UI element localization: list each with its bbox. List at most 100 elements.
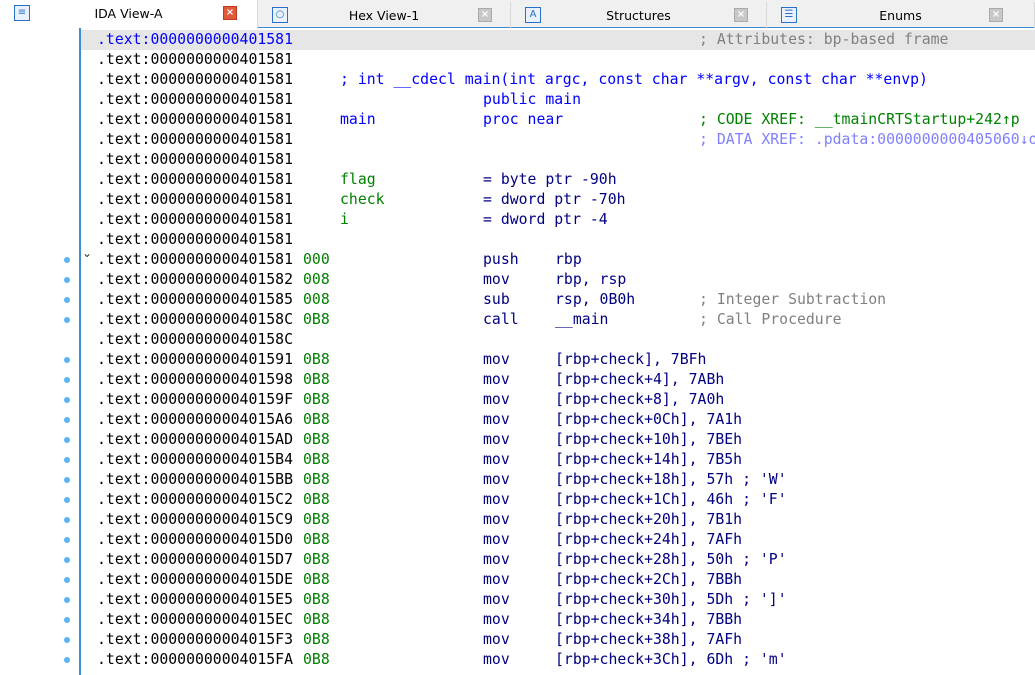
breakpoint-dot-icon[interactable] <box>64 537 70 543</box>
disasm-line[interactable]: .text:0000000000401591 0B8 mov [rbp+check],… <box>81 350 1035 370</box>
address: .text:00000000004015F3 <box>97 631 293 648</box>
collapse-chevron-icon[interactable]: ⌄ <box>82 246 93 260</box>
close-icon[interactable]: × <box>989 8 1003 22</box>
address: .text:0000000000401581 <box>97 151 293 168</box>
mnemonic: mov <box>483 451 510 468</box>
address: .text:0000000000401581 <box>97 131 293 148</box>
disasm-line[interactable]: .text:0000000000401581 i = dword ptr -4 <box>81 210 1035 230</box>
operands: [rbp+check+0Ch], 7A1h <box>555 411 743 428</box>
disasm-line[interactable]: .text:00000000004015D0 0B8 mov [rbp+check+2… <box>81 530 1035 550</box>
tab-enums[interactable]: ☰ Enums × <box>767 2 1035 28</box>
tab-hex-view-1[interactable]: ○ Hex View-1 × <box>258 2 511 28</box>
disasm-line[interactable]: .text:0000000000401581 check = dword ptr -… <box>81 190 1035 210</box>
disasm-line[interactable]: .text:0000000000401598 0B8 mov [rbp+check+4… <box>81 370 1035 390</box>
breakpoint-dot-icon[interactable] <box>64 317 70 323</box>
disasm-line[interactable]: .text:00000000004015AD 0B8 mov [rbp+check+1… <box>81 430 1035 450</box>
breakpoint-dot-icon[interactable] <box>64 577 70 583</box>
tab-structures[interactable]: A Structures × <box>511 2 767 28</box>
close-icon[interactable]: × <box>734 8 748 22</box>
mnemonic: mov <box>483 411 510 428</box>
operands: [rbp+check+38h], 7AFh <box>555 631 743 648</box>
breakpoint-dot-icon[interactable] <box>64 517 70 523</box>
label: check <box>340 191 385 208</box>
breakpoint-dot-icon[interactable] <box>64 377 70 383</box>
stack-pointer: 0B8 <box>303 651 330 668</box>
disasm-line[interactable]: .text:0000000000401581 <box>81 230 1035 250</box>
tab-label: IDA View-A <box>94 6 163 21</box>
close-icon[interactable]: × <box>478 8 492 22</box>
breakpoint-dot-icon[interactable] <box>64 597 70 603</box>
disasm-line[interactable]: .text:000000000040158C <box>81 330 1035 350</box>
breakpoint-gutter[interactable] <box>0 28 79 675</box>
disasm-line[interactable]: .text:0000000000401581 <box>81 50 1035 70</box>
breakpoint-dot-icon[interactable] <box>64 397 70 403</box>
tab-label: Hex View-1 <box>348 8 420 23</box>
disasm-line[interactable]: .text:00000000004015DE 0B8 mov [rbp+check+2… <box>81 570 1035 590</box>
address: .text:00000000004015B4 <box>97 451 293 468</box>
close-icon[interactable]: × <box>223 6 237 20</box>
operands: [rbp+check+30h], 5Dh ; ']' <box>555 591 787 608</box>
disasm-line[interactable]: .text:0000000000401581 public main <box>81 90 1035 110</box>
disasm-line[interactable]: .text:000000000040159F 0B8 mov [rbp+check+8… <box>81 390 1035 410</box>
mnemonic: mov <box>483 571 510 588</box>
disasm-line[interactable]: .text:00000000004015A6 0B8 mov [rbp+check+0… <box>81 410 1035 430</box>
breakpoint-dot-icon[interactable] <box>64 637 70 643</box>
disasm-line[interactable]: .text:000000000040158C 0B8 call __main ; Cal… <box>81 310 1035 330</box>
breakpoint-dot-icon[interactable] <box>64 437 70 443</box>
disasm-line[interactable]: .text:0000000000401581 ; Attributes: bp-b… <box>81 30 1035 50</box>
address: .text:0000000000401581 <box>97 251 293 268</box>
mnemonic: sub <box>483 291 510 308</box>
operands: [rbp+check+1Ch], 46h ; 'F' <box>555 491 787 508</box>
disasm-line[interactable]: .text:0000000000401581 000 push rbp <box>81 250 1035 270</box>
mnemonic: mov <box>483 371 510 388</box>
breakpoint-dot-icon[interactable] <box>64 297 70 303</box>
disasm-line[interactable]: .text:00000000004015FA 0B8 mov [rbp+check+3… <box>81 650 1035 670</box>
breakpoint-dot-icon[interactable] <box>64 257 70 263</box>
breakpoint-dot-icon[interactable] <box>64 477 70 483</box>
ida-view-icon: ≡ <box>14 5 30 21</box>
address: .text:0000000000401581 <box>97 231 293 248</box>
label: ; int __cdecl main(int argc, const char … <box>340 71 928 88</box>
breakpoint-dot-icon[interactable] <box>64 457 70 463</box>
disasm-line[interactable]: .text:00000000004015B4 0B8 mov [rbp+check+1… <box>81 450 1035 470</box>
disasm-line[interactable]: .text:0000000000401581 <box>81 150 1035 170</box>
address: .text:000000000040158C <box>97 331 293 348</box>
breakpoint-dot-icon[interactable] <box>64 617 70 623</box>
address: .text:0000000000401581 <box>97 51 293 68</box>
operands: [rbp+check+3Ch], 6Dh ; 'm' <box>555 651 787 668</box>
mnemonic: mov <box>483 551 510 568</box>
address: .text:0000000000401581 <box>97 91 293 108</box>
breakpoint-dot-icon[interactable] <box>64 277 70 283</box>
mnemonic: = dword ptr -70h <box>483 191 626 208</box>
disasm-line[interactable]: .text:0000000000401585 008 sub rsp, 0B0h ; I… <box>81 290 1035 310</box>
disasm-line[interactable]: .text:00000000004015C9 0B8 mov [rbp+check+2… <box>81 510 1035 530</box>
disasm-line[interactable]: .text:00000000004015BB 0B8 mov [rbp+check+1… <box>81 470 1035 490</box>
address: .text:0000000000401581 <box>97 191 293 208</box>
stack-pointer: 0B8 <box>303 311 330 328</box>
operands: [rbp+check+18h], 57h ; 'W' <box>555 471 787 488</box>
breakpoint-dot-icon[interactable] <box>64 657 70 663</box>
disasm-line[interactable]: .text:0000000000401581 ; DATA XREF: .pdat… <box>81 130 1035 150</box>
disassembly-view[interactable]: .text:0000000000401581 ; Attributes: bp-b… <box>79 28 1035 675</box>
breakpoint-dot-icon[interactable] <box>64 557 70 563</box>
operands: [rbp+check+8], 7A0h <box>555 391 725 408</box>
breakpoint-dot-icon[interactable] <box>64 357 70 363</box>
tab-ida-view-a[interactable]: ≡ IDA View-A × <box>0 0 258 29</box>
disasm-line[interactable]: .text:00000000004015D7 0B8 mov [rbp+check+2… <box>81 550 1035 570</box>
operands: [rbp+check+14h], 7B5h <box>555 451 743 468</box>
disasm-line[interactable]: .text:0000000000401581 ; int __cdecl main… <box>81 70 1035 90</box>
breakpoint-dot-icon[interactable] <box>64 417 70 423</box>
disasm-line[interactable]: .text:00000000004015C2 0B8 mov [rbp+check+1… <box>81 490 1035 510</box>
disasm-line[interactable]: .text:00000000004015EC 0B8 mov [rbp+check+3… <box>81 610 1035 630</box>
stack-pointer: 0B8 <box>303 451 330 468</box>
disasm-line[interactable]: .text:0000000000401582 008 mov rbp, rsp <box>81 270 1035 290</box>
mnemonic: mov <box>483 351 510 368</box>
enums-icon: ☰ <box>781 7 797 23</box>
address: .text:00000000004015DE <box>97 571 293 588</box>
disasm-line[interactable]: .text:0000000000401581 flag = byte ptr -90… <box>81 170 1035 190</box>
disasm-line[interactable]: .text:00000000004015E5 0B8 mov [rbp+check+3… <box>81 590 1035 610</box>
comment: ; Integer Subtraction <box>699 291 887 308</box>
disasm-line[interactable]: .text:00000000004015F3 0B8 mov [rbp+check+3… <box>81 630 1035 650</box>
disasm-line[interactable]: .text:0000000000401581 main proc near ; COD… <box>81 110 1035 130</box>
breakpoint-dot-icon[interactable] <box>64 497 70 503</box>
